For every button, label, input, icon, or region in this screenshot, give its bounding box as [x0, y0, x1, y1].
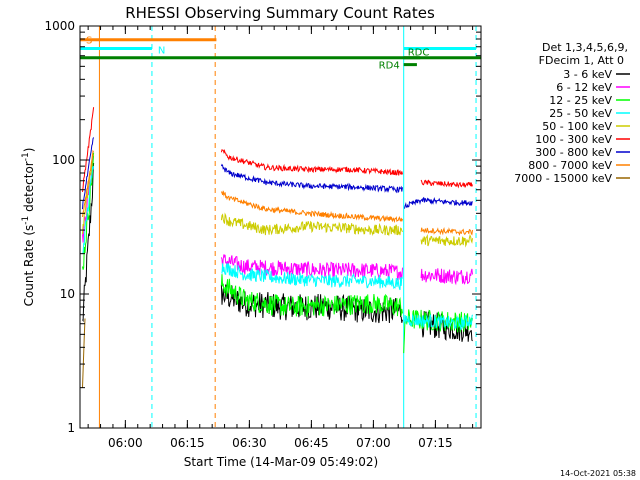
legend: Det 1,3,4,5,6,9, FDecim 1, Att 0 3 - 6 k… — [514, 41, 630, 185]
series-5 — [82, 107, 473, 192]
series-2-rise — [82, 152, 95, 270]
legend-label-8: 7000 - 15000 keV — [514, 172, 612, 185]
legend-label-7: 800 - 7000 keV — [528, 159, 612, 172]
legend-label-2: 12 - 25 keV — [549, 94, 612, 107]
series-5-post — [420, 179, 473, 189]
series-7-post — [420, 226, 473, 237]
generated-timestamp: 14-Oct-2021 05:38 — [560, 469, 636, 478]
y-tick-label-2: 100 — [52, 153, 75, 167]
legend-label-6: 300 - 800 keV — [535, 146, 612, 159]
series-4-post — [420, 233, 473, 248]
series-1-main — [220, 254, 403, 281]
series-2-main — [220, 274, 403, 318]
x-tick-label-0: 06:00 — [108, 436, 143, 450]
series-6-post — [404, 196, 473, 209]
series-7-rise — [82, 149, 94, 217]
legend-label-5: 100 - 300 keV — [535, 133, 612, 146]
series-3-main — [221, 262, 403, 291]
series-6-rise — [82, 137, 95, 210]
series-8 — [82, 318, 86, 388]
series-6 — [82, 137, 473, 210]
plot-frame — [79, 25, 482, 429]
flag-label-n: N — [158, 45, 165, 56]
x-axis-label: Start Time (14-Mar-09 05:49:02) — [184, 455, 378, 469]
series-8-rise — [82, 318, 86, 388]
series-3-rise — [82, 166, 95, 254]
series-4-main — [220, 212, 403, 237]
plot-area: S N RD4 RDC — [80, 26, 481, 428]
y-axis-label: Count Rate (s-1 detector-1) — [21, 148, 36, 307]
series-0-rise — [82, 162, 95, 323]
series-5-main — [220, 148, 403, 176]
series-6-main — [220, 163, 403, 194]
legend-label-1: 6 - 12 keV — [556, 81, 612, 94]
x-tick-label-3: 06:45 — [294, 436, 329, 450]
legend-header-decimation: FDecim 1, Att 0 — [539, 54, 624, 67]
chart-title: RHESSI Observing Summary Count Rates — [125, 4, 435, 22]
series-7 — [82, 149, 473, 237]
legend-header-detectors: Det 1,3,4,5,6,9, — [542, 41, 628, 54]
series-4 — [82, 153, 473, 248]
y-tick-label-3: 1000 — [44, 19, 75, 33]
x-tick-label-4: 07:00 — [356, 436, 391, 450]
x-tick-label-2: 06:30 — [232, 436, 267, 450]
series-7-main — [220, 190, 403, 224]
flag-label-rd4: RD4 — [379, 61, 400, 72]
series-2-post — [403, 309, 473, 354]
legend-label-0: 3 - 6 keV — [563, 68, 612, 81]
series-1 — [82, 154, 473, 286]
x-tick-label-5: 07:15 — [418, 436, 453, 450]
x-tick-label-1: 06:15 — [170, 436, 205, 450]
series-4-rise — [82, 153, 95, 235]
series-3-post — [404, 313, 474, 330]
series-5-rise — [82, 107, 95, 192]
flag-label-s: S — [86, 36, 92, 47]
y-tick-label-1: 10 — [60, 287, 75, 301]
series-2 — [82, 152, 473, 354]
axes: 1 10 100 1000 06:00 06:15 06:30 06:45 07:00 07:15 — [44, 19, 481, 450]
series-1-post — [420, 268, 473, 286]
legend-label-4: 50 - 100 keV — [542, 120, 612, 133]
series-3 — [82, 166, 474, 330]
legend-label-3: 25 - 50 keV — [549, 107, 612, 120]
y-tick-label-0: 1 — [67, 421, 75, 435]
flag-label-rdc: RDC — [408, 48, 430, 59]
